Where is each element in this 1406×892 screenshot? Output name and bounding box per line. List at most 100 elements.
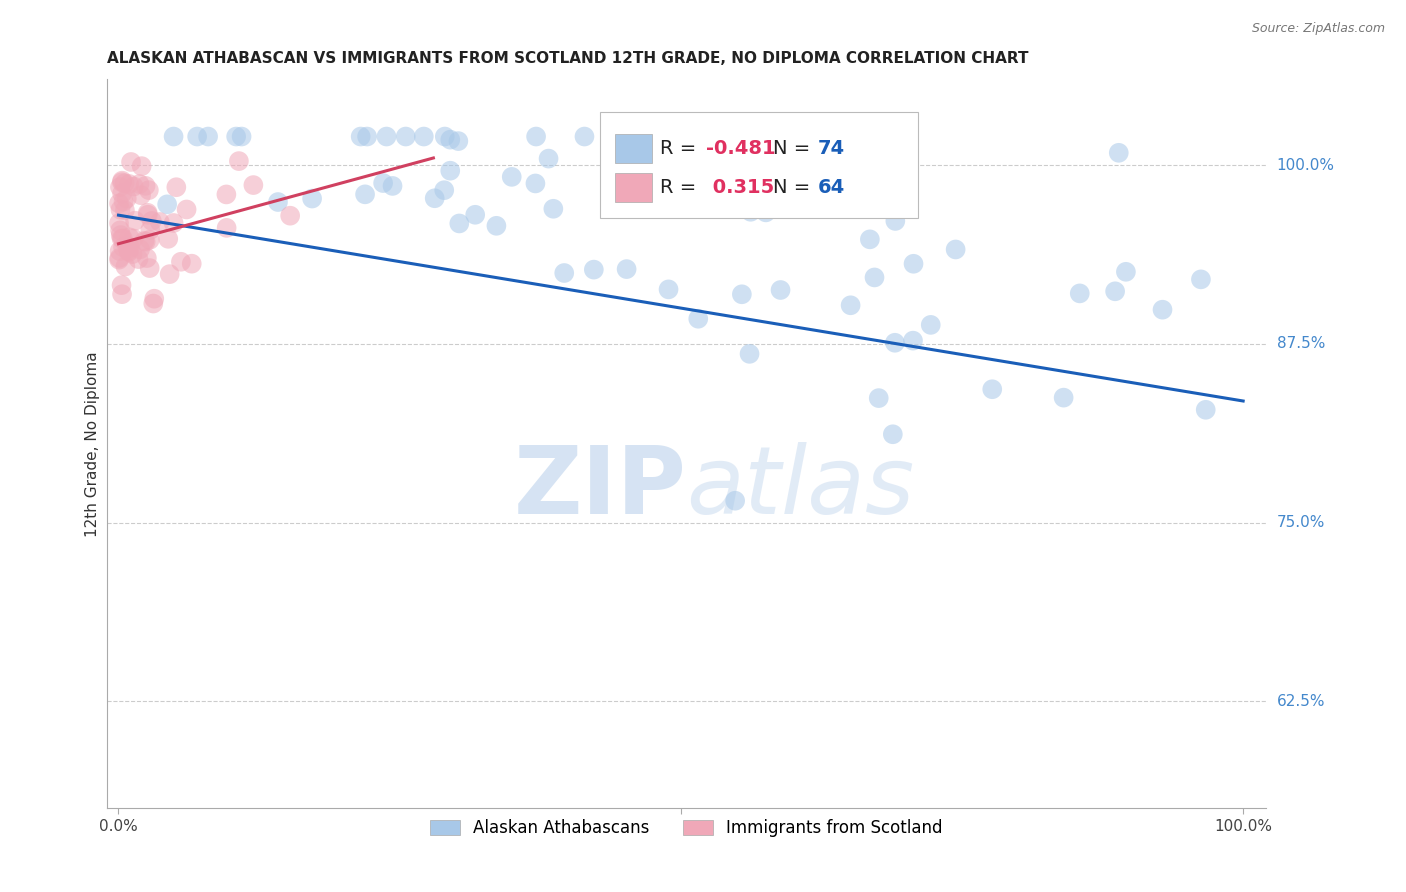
Point xyxy=(981,382,1004,396)
Point xyxy=(108,223,131,237)
Text: 75.0%: 75.0% xyxy=(1277,515,1324,530)
Text: 64: 64 xyxy=(817,178,845,197)
Point xyxy=(755,205,778,219)
Point xyxy=(176,202,198,217)
Text: R =: R = xyxy=(659,178,703,197)
Text: atlas: atlas xyxy=(686,442,915,533)
Point xyxy=(901,334,924,348)
Point xyxy=(170,254,193,268)
Point xyxy=(447,134,470,148)
Point xyxy=(118,230,141,244)
Point xyxy=(1069,286,1091,301)
Point xyxy=(108,216,131,230)
Point xyxy=(118,177,141,191)
Point xyxy=(162,216,184,230)
Point xyxy=(882,427,904,442)
Point xyxy=(350,129,373,144)
Point xyxy=(165,180,187,194)
Point xyxy=(117,244,139,258)
Point xyxy=(111,287,134,301)
Point xyxy=(149,215,172,229)
Text: 87.5%: 87.5% xyxy=(1277,336,1324,351)
Text: ZIP: ZIP xyxy=(513,442,686,533)
Point xyxy=(524,129,547,144)
Point xyxy=(433,183,456,197)
Text: Source: ZipAtlas.com: Source: ZipAtlas.com xyxy=(1251,22,1385,36)
Point xyxy=(242,178,264,192)
Point xyxy=(738,347,761,361)
Point xyxy=(648,129,671,144)
Point xyxy=(354,187,377,202)
Point xyxy=(884,214,907,228)
Point xyxy=(439,133,461,147)
Point xyxy=(225,129,247,144)
Point xyxy=(1195,402,1218,417)
Point xyxy=(121,247,143,261)
Point xyxy=(626,129,648,144)
Point xyxy=(156,197,179,211)
Point xyxy=(395,129,418,144)
Point xyxy=(231,129,253,144)
Point xyxy=(690,135,713,149)
Point xyxy=(228,154,250,169)
Point xyxy=(122,179,145,194)
Point xyxy=(433,129,456,144)
Point xyxy=(114,203,136,218)
Point xyxy=(839,298,862,312)
Point xyxy=(574,129,596,144)
Point xyxy=(628,137,651,152)
Point xyxy=(501,169,523,184)
Point xyxy=(118,244,141,259)
Point xyxy=(110,202,132,217)
Point xyxy=(356,129,378,144)
Point xyxy=(641,186,664,201)
Point xyxy=(628,134,651,148)
Y-axis label: 12th Grade, No Diploma: 12th Grade, No Diploma xyxy=(86,351,100,537)
Legend: Alaskan Athabascans, Immigrants from Scotland: Alaskan Athabascans, Immigrants from Sco… xyxy=(423,813,949,844)
Point xyxy=(127,252,149,266)
Point xyxy=(301,192,323,206)
Point xyxy=(537,152,560,166)
Point xyxy=(128,177,150,191)
Point xyxy=(120,155,142,169)
Point xyxy=(657,282,679,296)
Point xyxy=(122,231,145,245)
Point xyxy=(371,176,394,190)
Point xyxy=(1152,302,1174,317)
Point xyxy=(138,183,160,197)
Point xyxy=(108,196,131,211)
Text: 62.5%: 62.5% xyxy=(1277,694,1326,709)
Point xyxy=(180,257,202,271)
Point xyxy=(868,391,890,405)
Point xyxy=(838,194,860,208)
Point xyxy=(610,194,633,209)
Point xyxy=(731,287,754,301)
Point xyxy=(903,257,925,271)
FancyBboxPatch shape xyxy=(599,112,918,218)
Point xyxy=(110,232,132,246)
Point xyxy=(111,231,134,245)
Point xyxy=(740,204,762,219)
Point xyxy=(375,129,398,144)
Point xyxy=(863,270,886,285)
Point xyxy=(114,260,136,274)
Point xyxy=(129,242,152,256)
Point xyxy=(553,266,575,280)
Point xyxy=(449,217,471,231)
Text: N =: N = xyxy=(773,178,817,197)
Point xyxy=(524,177,547,191)
Point xyxy=(135,178,157,193)
Point xyxy=(439,163,461,178)
Point xyxy=(543,202,565,216)
FancyBboxPatch shape xyxy=(614,173,652,202)
Point xyxy=(120,241,142,255)
Point xyxy=(945,243,967,257)
Text: 100.0%: 100.0% xyxy=(1277,158,1334,173)
Point xyxy=(1104,285,1126,299)
Point xyxy=(688,311,710,326)
Point xyxy=(135,251,157,265)
Point xyxy=(136,206,159,220)
FancyBboxPatch shape xyxy=(614,134,652,163)
Point xyxy=(616,262,638,277)
Point xyxy=(111,175,134,189)
